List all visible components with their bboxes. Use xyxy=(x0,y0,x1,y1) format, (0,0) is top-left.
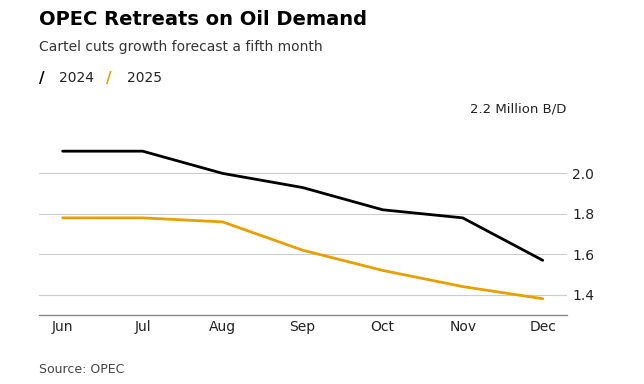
Text: /: / xyxy=(39,71,44,86)
Text: OPEC Retreats on Oil Demand: OPEC Retreats on Oil Demand xyxy=(39,10,366,28)
Text: Source: OPEC: Source: OPEC xyxy=(39,363,124,376)
Text: 2.2 Million B/D: 2.2 Million B/D xyxy=(470,102,567,115)
Text: 2024: 2024 xyxy=(59,71,94,85)
Text: 2025: 2025 xyxy=(127,71,162,85)
Text: Cartel cuts growth forecast a fifth month: Cartel cuts growth forecast a fifth mont… xyxy=(39,40,322,54)
Text: /: / xyxy=(106,71,112,86)
